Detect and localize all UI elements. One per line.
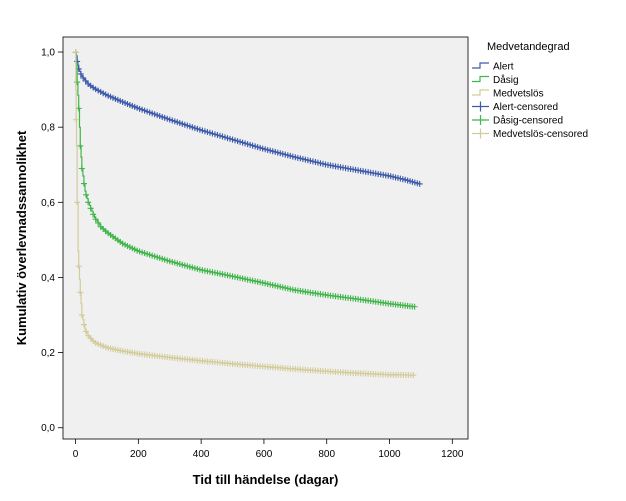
legend-swatch <box>472 62 489 69</box>
legend-item: Dåsig-censored <box>472 115 563 127</box>
x-tick-label: 800 <box>318 449 335 460</box>
legend-label: Alert <box>493 62 514 73</box>
y-tick-label: 0,4 <box>41 273 55 284</box>
censor-marker <box>78 312 85 319</box>
x-tick-label: 0 <box>73 449 79 460</box>
censor-marker <box>72 49 79 56</box>
censor-marker <box>80 321 87 328</box>
x-axis: 0 200 400 600 800 1000 1200 <box>73 439 464 460</box>
x-tick-label: 400 <box>193 449 210 460</box>
censor-marker <box>90 211 97 218</box>
censor-marker <box>74 199 81 206</box>
legend-swatch <box>472 89 489 96</box>
legend-label: Medvetslös <box>493 89 544 100</box>
censor-marker <box>410 372 417 379</box>
censor-marker <box>83 328 90 335</box>
y-tick-label: 0,0 <box>41 423 55 434</box>
censor-marker <box>77 142 84 149</box>
plot-area <box>62 36 469 440</box>
y-tick-label: 0,2 <box>41 348 55 359</box>
legend-label: Medvetslös-censored <box>493 129 588 140</box>
y-axis: 0,0 0,2 0,4 0,6 0,8 1,0 <box>41 48 63 434</box>
censor-marker <box>411 303 418 310</box>
x-tick-label: 1200 <box>441 449 464 460</box>
legend-label: Dåsig <box>493 74 519 86</box>
y-tick-label: 0,6 <box>41 198 55 209</box>
censor-marker <box>95 219 102 226</box>
x-axis-title: Tid till händelse (dagar) <box>193 472 339 487</box>
legend-swatch <box>472 101 489 112</box>
censor-marker <box>74 79 81 86</box>
legend-swatch <box>472 115 489 125</box>
censor-marker <box>82 77 89 84</box>
legend-label: Dåsig-censored <box>493 115 563 127</box>
legend-item: Dåsig <box>472 74 519 86</box>
series-dåsig <box>72 49 418 310</box>
censor-marker <box>85 199 92 206</box>
y-axis-title: Kumulativ överlevnadssannolikhet <box>14 130 29 345</box>
censor-marker <box>75 263 82 270</box>
series-layer <box>72 49 423 379</box>
censor-marker <box>87 205 94 212</box>
censor-marker <box>77 289 84 296</box>
censor-marker <box>78 165 85 172</box>
censor-marker <box>83 191 90 198</box>
legend-label: Alert-censored <box>493 102 558 113</box>
legend-item: Alert-censored <box>472 101 558 113</box>
censor-marker <box>80 74 87 81</box>
y-tick-label: 0,8 <box>41 123 55 134</box>
x-tick-label: 1000 <box>378 449 401 460</box>
legend-item: Alert <box>472 62 514 73</box>
y-tick-label: 1,0 <box>41 48 55 59</box>
censor-marker <box>92 216 99 223</box>
x-tick-label: 200 <box>130 449 147 460</box>
series-alert <box>72 49 423 187</box>
legend-item: Medvetslös <box>472 89 544 100</box>
censor-marker <box>73 116 80 123</box>
censor-marker <box>77 70 84 77</box>
legend-swatch <box>472 128 489 139</box>
legend-swatch <box>472 75 489 83</box>
x-tick-label: 600 <box>256 449 273 460</box>
censor-marker <box>80 180 87 187</box>
censor-marker <box>416 180 423 187</box>
legend-item: Medvetslös-censored <box>472 128 588 140</box>
legend-title: Medvetandegrad <box>487 41 570 53</box>
series-medvetslös <box>72 49 417 379</box>
